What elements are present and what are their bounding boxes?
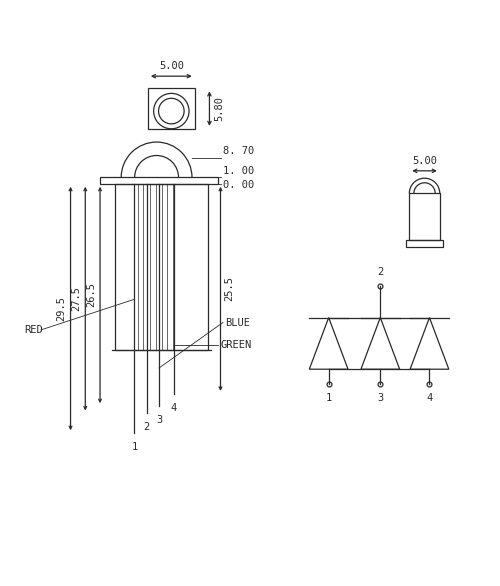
Text: 4: 4 <box>426 393 432 403</box>
Text: 8. 70: 8. 70 <box>223 146 254 156</box>
Text: 0. 00: 0. 00 <box>223 180 254 190</box>
Text: 2: 2 <box>144 423 150 432</box>
Text: 25.5: 25.5 <box>224 277 234 301</box>
Bar <box>115 184 208 349</box>
Text: 5.00: 5.00 <box>412 156 437 166</box>
Text: 2: 2 <box>377 267 384 277</box>
Bar <box>410 193 440 240</box>
Text: 27.5: 27.5 <box>72 286 82 311</box>
Bar <box>100 178 218 184</box>
Text: 1. 00: 1. 00 <box>223 166 254 176</box>
Text: RED: RED <box>24 325 42 335</box>
Text: GREEN: GREEN <box>220 340 252 350</box>
Text: 5.80: 5.80 <box>214 96 224 121</box>
Bar <box>148 88 194 129</box>
Text: 29.5: 29.5 <box>56 296 66 321</box>
Bar <box>406 240 443 247</box>
Text: 5.00: 5.00 <box>159 62 184 71</box>
Text: 4: 4 <box>170 403 177 413</box>
Text: 1: 1 <box>326 393 332 403</box>
Text: 26.5: 26.5 <box>86 282 96 308</box>
Text: 1: 1 <box>132 442 138 452</box>
Text: BLUE: BLUE <box>226 318 250 328</box>
Text: 3: 3 <box>377 393 384 403</box>
Text: 3: 3 <box>156 415 162 425</box>
